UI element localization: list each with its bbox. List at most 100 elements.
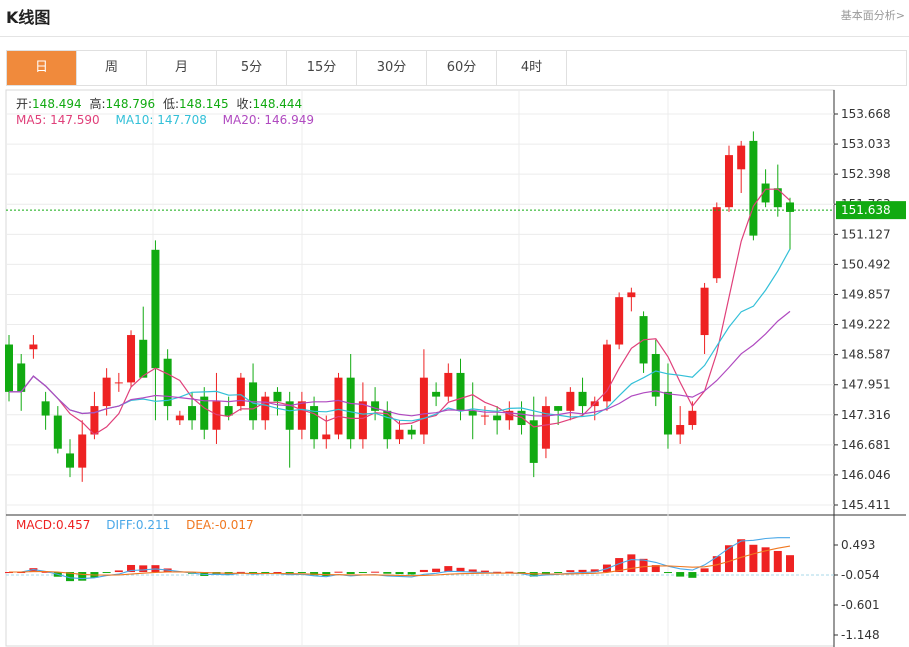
candle-body-56 <box>688 410 697 426</box>
low-label: 低: <box>163 97 180 111</box>
candle-body-61 <box>749 140 758 236</box>
macd-bar-51 <box>627 554 636 573</box>
ma5-value: 147.590 <box>50 113 100 127</box>
tab-week[interactable]: 周 <box>77 51 147 85</box>
candle-body-39 <box>480 415 489 417</box>
candle-body-1 <box>17 363 26 392</box>
tab-month[interactable]: 月 <box>147 51 217 85</box>
candle-body-15 <box>188 406 197 421</box>
candle-body-54 <box>663 391 672 435</box>
candle-body-13 <box>163 358 172 407</box>
macd-bar-6 <box>78 572 87 581</box>
macd-bar-64 <box>786 555 794 573</box>
close-value: 148.444 <box>252 97 303 111</box>
ma20-line <box>9 310 791 417</box>
candle-body-9 <box>114 382 123 384</box>
macd-bar-23 <box>285 572 294 575</box>
macd-bar-44 <box>541 572 550 575</box>
candle-body-45 <box>554 406 563 411</box>
tab-15min[interactable]: 15分 <box>287 51 357 85</box>
candle-body-17 <box>212 401 221 430</box>
candle-body-21 <box>261 396 270 421</box>
candle-body-28 <box>346 377 355 440</box>
candle-body-43 <box>529 420 538 463</box>
candle-body-40 <box>493 415 502 421</box>
candle-body-23 <box>285 401 294 430</box>
candle-body-58 <box>712 207 721 279</box>
macd-bar-30 <box>371 571 380 573</box>
tab-day[interactable]: 日 <box>7 51 77 85</box>
macd-bar-53 <box>651 565 660 573</box>
macd-bar-37 <box>456 567 465 573</box>
macd-bar-45 <box>554 572 563 574</box>
macd-bar-42 <box>517 572 526 574</box>
fundamental-analysis-link[interactable]: 基本面分析> <box>840 9 905 22</box>
candle-body-59 <box>724 155 733 208</box>
tab-60min[interactable]: 60分 <box>427 51 497 85</box>
candle-body-7 <box>90 406 99 435</box>
price-tick-label-5: 150.492 <box>841 257 891 271</box>
ohlc-readout: 开:148.494 高:148.796 低:148.145 收:148.444 <box>16 95 306 112</box>
ma20-label: MA20: <box>222 113 265 127</box>
candle-body-5 <box>66 453 75 468</box>
price-tick-label-2: 152.398 <box>841 167 891 181</box>
candle-body-38 <box>468 410 477 416</box>
candle-body-51 <box>627 292 636 298</box>
candle-body-12 <box>151 249 160 369</box>
candle-body-2 <box>29 344 38 350</box>
candle-body-60 <box>737 145 746 170</box>
macd-bar-47 <box>578 569 587 573</box>
price-tick-label-12: 146.046 <box>841 468 891 482</box>
candle-body-62 <box>761 183 770 203</box>
ma10-value: 147.708 <box>157 113 207 127</box>
candle-body-16 <box>200 396 209 430</box>
last-price-tag <box>836 201 906 220</box>
open-value: 148.494 <box>32 97 82 111</box>
diff-label: DIFF: <box>106 518 136 532</box>
macd-bar-41 <box>505 571 514 573</box>
macd-tick-label-0: 0.493 <box>841 538 875 552</box>
macd-value: 0.457 <box>56 518 91 532</box>
candle-body-34 <box>419 377 428 435</box>
tabs-filler <box>566 50 907 86</box>
candle-body-35 <box>432 391 441 397</box>
macd-bar-46 <box>566 570 575 573</box>
macd-bar-50 <box>615 558 624 573</box>
macd-bar-3 <box>41 571 50 573</box>
macd-bar-57 <box>700 568 709 573</box>
macd-bar-11 <box>139 565 148 573</box>
price-tick-label-8: 148.587 <box>841 348 891 362</box>
candle-body-18 <box>224 406 233 416</box>
tab-5min[interactable]: 5分 <box>217 51 287 85</box>
macd-bar-27 <box>334 571 343 573</box>
tab-30min[interactable]: 30分 <box>357 51 427 85</box>
candle-body-55 <box>676 425 685 435</box>
macd-bar-56 <box>688 572 697 578</box>
macd-bar-19 <box>236 571 245 573</box>
candle-body-50 <box>615 297 624 345</box>
macd-bar-58 <box>712 556 721 573</box>
candle-body-64 <box>786 202 794 212</box>
candle-body-46 <box>566 391 575 411</box>
macd-bar-59 <box>724 545 733 573</box>
macd-bar-54 <box>663 572 672 574</box>
dea-label: DEA: <box>186 518 215 532</box>
macd-bar-52 <box>639 558 648 573</box>
candle-body-57 <box>700 287 709 336</box>
diff-value: 0.211 <box>135 518 171 532</box>
close-label: 收: <box>236 97 253 111</box>
macd-bar-61 <box>749 544 758 573</box>
macd-bar-62 <box>761 547 770 573</box>
ma20-value: 146.949 <box>264 113 314 127</box>
macd-bar-21 <box>261 572 270 574</box>
tab-4hour[interactable]: 4时 <box>497 51 567 85</box>
diff-line <box>9 537 790 580</box>
macd-bar-48 <box>590 569 599 573</box>
price-tick-label-1: 153.033 <box>841 137 891 151</box>
dea-line <box>9 545 791 577</box>
candle-body-29 <box>358 401 367 440</box>
macd-bar-9 <box>114 570 123 573</box>
candle-body-25 <box>310 406 319 440</box>
macd-bar-34 <box>419 569 428 573</box>
